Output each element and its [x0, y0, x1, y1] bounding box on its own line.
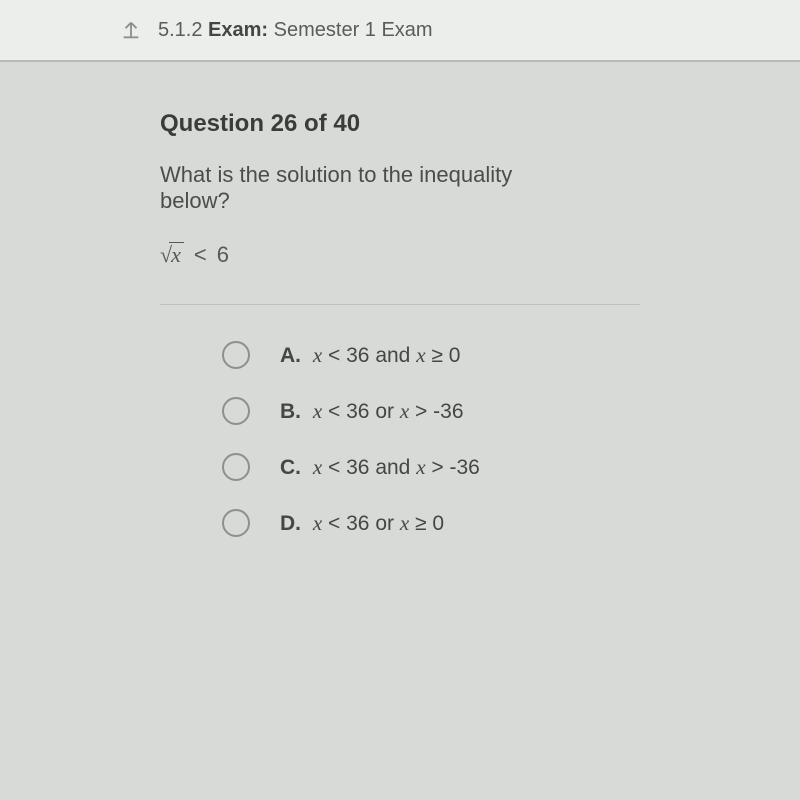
- rel: >: [415, 400, 427, 423]
- inequality-expression: √x < 6: [160, 242, 560, 268]
- question-content: Question 26 of 40 What is the solution t…: [0, 62, 560, 537]
- radio-icon[interactable]: [222, 453, 250, 481]
- conj: or: [375, 512, 394, 535]
- option-c[interactable]: C. x < 36 and x > -36: [222, 453, 560, 481]
- val: -36: [450, 456, 480, 479]
- exam-header: 5.1.2 Exam: Semester 1 Exam: [0, 0, 800, 62]
- val: 0: [449, 344, 461, 367]
- option-letter: B.: [280, 400, 301, 423]
- val: -36: [433, 400, 463, 423]
- var: x: [313, 343, 322, 367]
- option-text: A. x < 36 and x ≥ 0: [280, 343, 460, 368]
- val: 36: [346, 456, 369, 479]
- conj: and: [375, 344, 410, 367]
- option-letter: A.: [280, 344, 301, 367]
- val: 36: [346, 400, 369, 423]
- rel: >: [431, 456, 443, 479]
- header-label: Exam:: [208, 19, 268, 41]
- radio-icon[interactable]: [222, 509, 250, 537]
- question-prompt: What is the solution to the inequality b…: [160, 162, 560, 214]
- var: x: [313, 399, 322, 423]
- back-arrow-icon[interactable]: [120, 19, 142, 41]
- option-letter: C.: [280, 456, 301, 479]
- relation-symbol: <: [194, 242, 207, 268]
- option-text: B. x < 36 or x > -36: [280, 399, 464, 424]
- rel: ≥: [431, 344, 443, 367]
- exam-title: Semester 1 Exam: [274, 19, 433, 41]
- var: x: [313, 455, 322, 479]
- section-number: 5.1.2: [158, 19, 202, 41]
- answer-options: A. x < 36 and x ≥ 0 B. x < 36 or x >: [160, 341, 560, 537]
- val: 36: [346, 344, 369, 367]
- rel: <: [328, 344, 340, 367]
- header-title: 5.1.2 Exam: Semester 1 Exam: [158, 19, 433, 42]
- question-number: Question 26 of 40: [160, 110, 560, 138]
- var: x: [416, 343, 425, 367]
- radio-icon[interactable]: [222, 397, 250, 425]
- rel: <: [328, 400, 340, 423]
- radicand: x: [169, 242, 184, 266]
- val: 0: [432, 512, 444, 535]
- option-d[interactable]: D. x < 36 or x ≥ 0: [222, 509, 560, 537]
- option-a[interactable]: A. x < 36 and x ≥ 0: [222, 341, 560, 369]
- var: x: [416, 455, 425, 479]
- conj: and: [375, 456, 410, 479]
- sqrt-icon: √x: [160, 242, 184, 268]
- rel: <: [328, 456, 340, 479]
- rel: ≥: [415, 512, 427, 535]
- rel: <: [328, 512, 340, 535]
- var: x: [400, 399, 409, 423]
- option-letter: D.: [280, 512, 301, 535]
- var: x: [313, 511, 322, 535]
- option-text: D. x < 36 or x ≥ 0: [280, 511, 444, 536]
- option-text: C. x < 36 and x > -36: [280, 455, 480, 480]
- conj: or: [375, 400, 394, 423]
- rhs-value: 6: [217, 242, 229, 268]
- radio-icon[interactable]: [222, 341, 250, 369]
- divider: [160, 304, 640, 305]
- val: 36: [346, 512, 369, 535]
- option-b[interactable]: B. x < 36 or x > -36: [222, 397, 560, 425]
- var: x: [400, 511, 409, 535]
